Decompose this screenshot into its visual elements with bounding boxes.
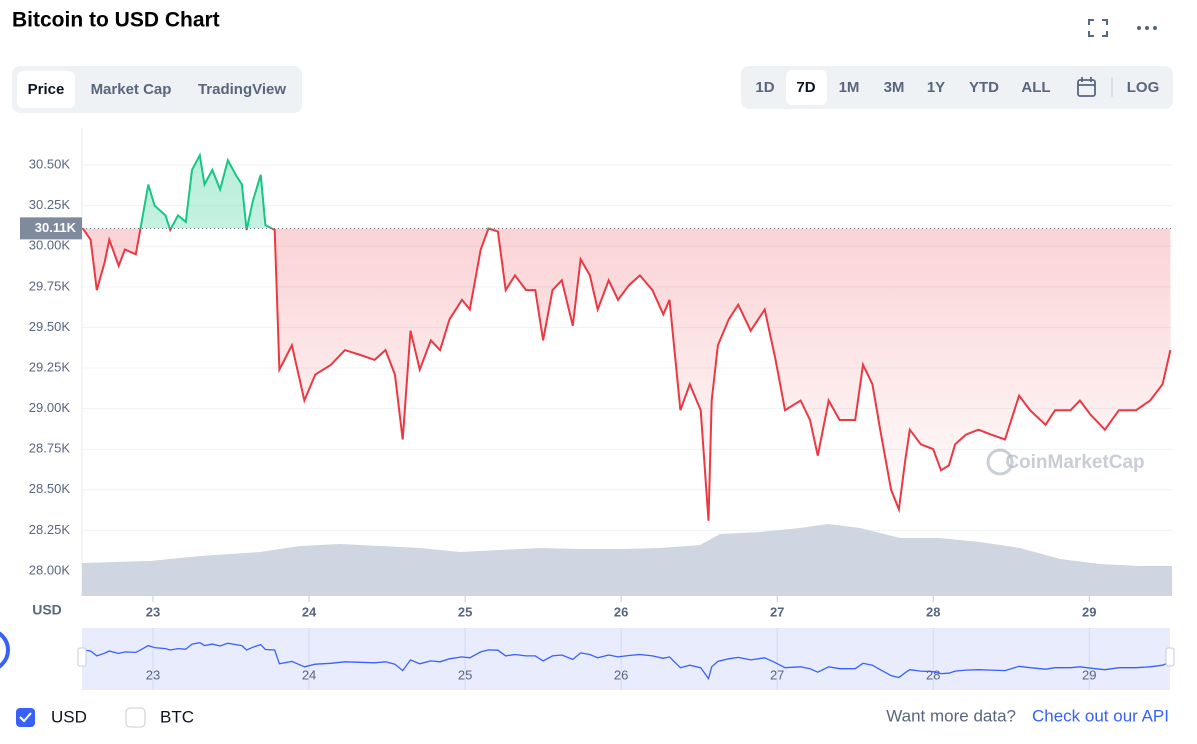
navigator-tick-label: 25 [458,667,472,682]
range-button[interactable]: 3M [884,79,905,96]
tab[interactable]: Market Cap [91,81,172,98]
checkbox[interactable] [125,707,146,728]
area-above [82,155,1171,229]
navigator-handle[interactable] [1165,647,1175,667]
navigator-tick-label: 26 [614,667,628,682]
range-button[interactable]: 7D [796,79,815,96]
y-tick-label: 30.50K [29,156,71,171]
range-button[interactable]: ALL [1021,79,1050,96]
check-mark [19,712,32,723]
range-group [741,66,1173,109]
y-tick-label: 29.75K [29,278,71,293]
log-button[interactable]: LOG [1127,79,1160,96]
range-button[interactable]: 1M [839,79,860,96]
navigator-tick-label: 27 [770,667,784,682]
y-tick-label: 28.25K [29,522,71,537]
y-tick-label: 29.50K [29,319,71,334]
tab[interactable]: TradingView [198,81,286,98]
checkbox-checked[interactable] [16,708,35,727]
side-widget[interactable] [0,630,10,670]
navigator-line [82,642,1171,681]
watermark: CoinMarketCap [1005,452,1144,473]
area-below [82,228,1171,521]
navigator[interactable] [82,628,1170,690]
x-tick-label: 24 [302,604,317,619]
reference-label: 30.11K [35,220,77,235]
more-icon[interactable] [1137,26,1157,30]
calendar-icon[interactable] [1077,77,1096,97]
tab-active [17,71,75,108]
range-active [786,70,827,105]
legend-item[interactable]: USD [51,707,87,726]
x-tick-label: 23 [146,604,160,619]
x-tick-label: 29 [1082,604,1096,619]
x-tick-label: 25 [458,604,472,619]
price-line-down [81,228,1172,521]
y-tick-label: 28.75K [29,441,71,456]
y-axis-label: USD [32,602,62,618]
y-tick-label: 28.00K [29,562,71,577]
navigator-tick-label: 23 [146,667,160,682]
api-link[interactable]: Check out our API [1032,706,1169,725]
y-tick-label: 29.25K [29,359,71,374]
price-line-up [82,152,492,229]
tab[interactable]: Price [28,81,65,98]
legend-item[interactable]: BTC [160,707,194,726]
reference-label-box [20,217,82,240]
x-tick-label: 28 [926,604,940,619]
volume-area [82,524,1172,596]
navigator-tick-label: 29 [1082,667,1096,682]
navigator-handle[interactable] [77,647,87,667]
y-tick-label: 30.00K [29,238,71,253]
watermark-logo [986,448,1014,476]
navigator-tick-label: 28 [926,667,940,682]
y-tick-label: 28.50K [29,481,71,496]
range-button[interactable]: 1Y [927,79,945,96]
y-tick-label: 29.00K [29,400,71,415]
x-tick-label: 27 [770,604,784,619]
title: Bitcoin to USD Chart [12,9,220,32]
range-button[interactable]: YTD [969,79,999,96]
range-button[interactable]: 1D [755,79,774,96]
fullscreen-icon[interactable] [1088,19,1108,37]
more-data-text: Want more data? [886,706,1016,725]
x-tick-label: 26 [614,604,628,619]
tab-group [12,66,302,113]
y-tick-label: 30.25K [29,197,71,212]
navigator-tick-label: 24 [302,667,316,682]
